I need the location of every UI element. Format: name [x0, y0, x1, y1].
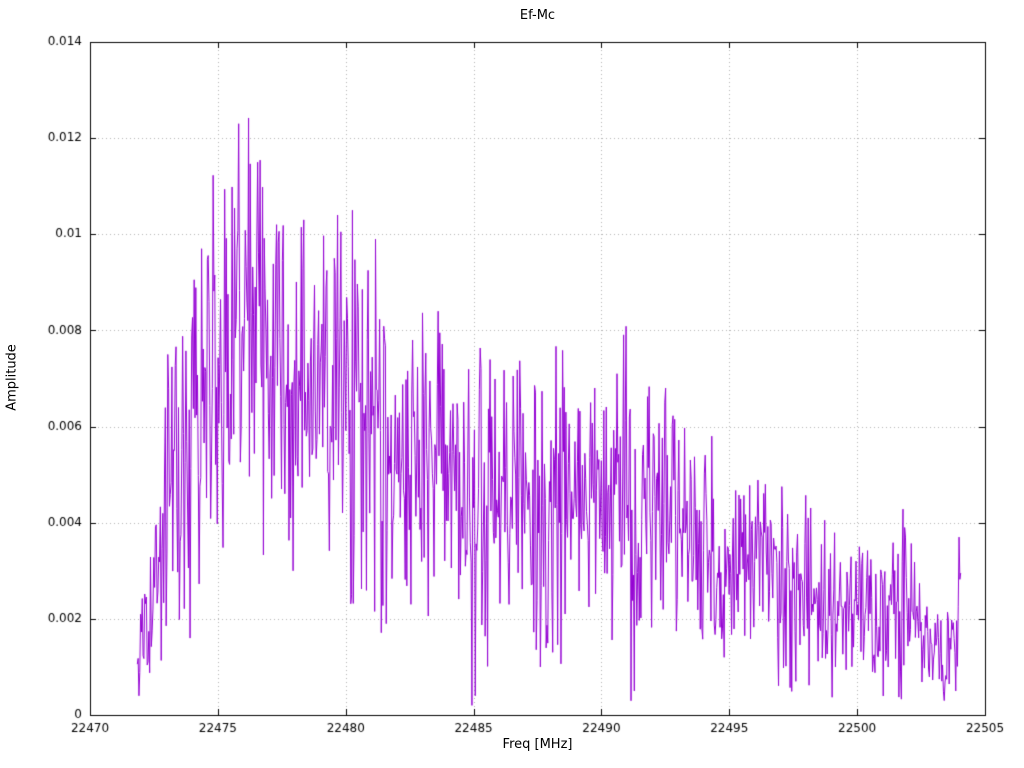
y-axis-label: Amplitude — [4, 344, 20, 411]
chart-title: Ef-Mc — [519, 8, 556, 23]
x-axis-label: Freq [MHz] — [502, 737, 573, 752]
